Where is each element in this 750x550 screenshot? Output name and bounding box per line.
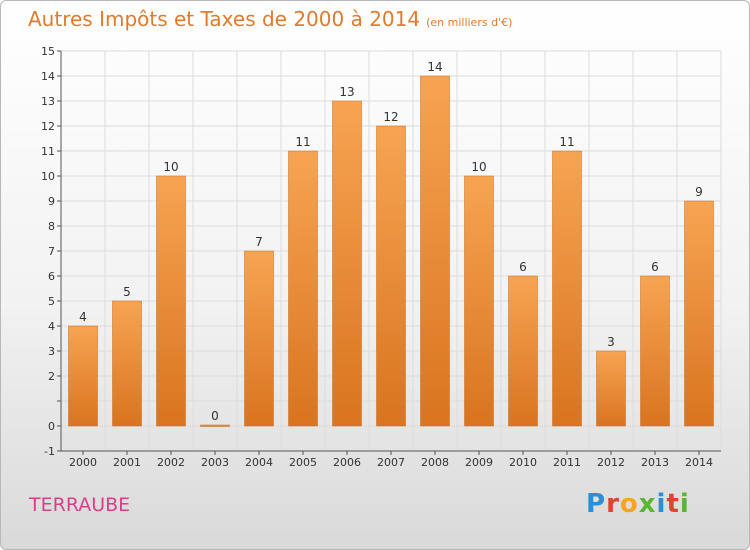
bar-2000 (68, 325, 98, 427)
x-tick-label: 2006 (333, 456, 361, 469)
x-tick-label: 2013 (641, 456, 669, 469)
bar-2005 (288, 150, 318, 427)
bar-2004 (244, 250, 274, 427)
data-label-2009: 10 (471, 160, 486, 174)
data-label-2012: 3 (607, 335, 615, 349)
data-label-2013: 6 (651, 260, 659, 274)
proxiti-logo: Proxiti (586, 489, 690, 519)
commune-name: TERRAUBE (29, 494, 131, 516)
bar-2012 (596, 350, 626, 427)
bar-2006 (332, 100, 362, 427)
bars (68, 75, 714, 427)
y-tick-label: 0 (48, 420, 55, 433)
y-tick-label: 13 (41, 95, 55, 108)
axes: -1 0 2 3 4 5 6 7 8 9 10 11 12 13 14 15 2000 2001 2002 2003 2… (41, 45, 721, 469)
x-tick-label: 2001 (113, 456, 141, 469)
y-tick-label: 9 (48, 195, 55, 208)
logo-letter: x (638, 489, 657, 519)
bar-2010 (508, 275, 538, 427)
bar-2003 (200, 424, 230, 427)
x-tick-label: 2000 (69, 456, 97, 469)
logo-letter: o (619, 489, 639, 519)
bar-2011 (552, 150, 582, 427)
bar-2013 (640, 275, 670, 427)
y-tick-label: 15 (41, 45, 55, 58)
x-tick-label: 2003 (201, 456, 229, 469)
title-unit: (en milliers d'€) (426, 16, 513, 29)
data-label-2014: 9 (695, 185, 703, 199)
data-label-2000: 4 (79, 310, 87, 324)
y-tick-label: -1 (44, 445, 55, 458)
bar-2008 (420, 75, 450, 427)
y-tick-label: 7 (48, 245, 55, 258)
x-tick-label: 2009 (465, 456, 493, 469)
logo-letter: r (606, 489, 620, 519)
y-tick-label: 6 (48, 270, 55, 283)
logo-letter: i (679, 489, 690, 519)
x-tick-label: 2002 (157, 456, 185, 469)
data-label-2003: 0 (211, 409, 219, 423)
x-tick-label: 2011 (553, 456, 581, 469)
y-tick-label: 14 (41, 70, 55, 83)
y-tick-label: 5 (48, 295, 55, 308)
y-tick-label: 10 (41, 170, 55, 183)
x-tick-label: 2004 (245, 456, 273, 469)
data-label-2011: 11 (559, 135, 574, 149)
x-tick-label: 2007 (377, 456, 405, 469)
y-tick-label: 4 (48, 320, 55, 333)
y-tick-label: 12 (41, 120, 55, 133)
data-label-2006: 13 (339, 85, 354, 99)
data-label-2008: 14 (427, 60, 442, 74)
data-label-2007: 12 (383, 110, 398, 124)
y-tick-label: 8 (48, 220, 55, 233)
logo-letter: i (656, 489, 667, 519)
data-label-2004: 7 (255, 235, 263, 249)
bar-2009 (464, 175, 494, 427)
data-label-2001: 5 (123, 285, 131, 299)
logo-letter: P (586, 489, 607, 519)
bar-2007 (376, 125, 406, 427)
chart-title: Autres Impôts et Taxes de 2000 à 2014 (en… (28, 7, 512, 31)
title-text: Autres Impôts et Taxes de 2000 à 2014 (28, 7, 421, 31)
y-tick-label: 11 (41, 145, 55, 158)
x-tick-label: 2010 (509, 456, 537, 469)
x-tick-label: 2008 (421, 456, 449, 469)
bar-2002 (156, 175, 186, 427)
logo-letter: t (666, 489, 680, 519)
data-label-2005: 11 (295, 135, 310, 149)
x-tick-label: 2005 (289, 456, 317, 469)
bar-2014 (684, 200, 714, 427)
x-tick-label: 2012 (597, 456, 625, 469)
data-label-2010: 6 (519, 260, 527, 274)
bar-2001 (112, 300, 142, 427)
x-tick-label: 2014 (685, 456, 713, 469)
y-tick-label: 2 (48, 370, 55, 383)
labels: 4 5 10 0 7 11 13 12 14 10 6 11 3 6 9 (79, 60, 703, 423)
data-label-2002: 10 (163, 160, 178, 174)
y-tick-label: 3 (48, 345, 55, 358)
